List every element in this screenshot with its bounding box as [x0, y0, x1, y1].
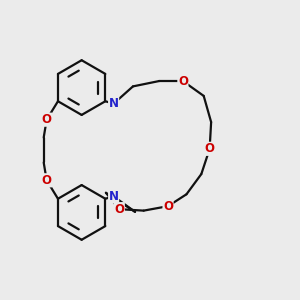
- Text: O: O: [114, 202, 124, 216]
- Text: N: N: [109, 190, 118, 203]
- Text: O: O: [205, 142, 214, 155]
- Text: O: O: [42, 113, 52, 126]
- Text: N: N: [109, 97, 118, 110]
- Text: O: O: [163, 200, 173, 213]
- Text: O: O: [42, 174, 52, 187]
- Text: O: O: [178, 74, 188, 88]
